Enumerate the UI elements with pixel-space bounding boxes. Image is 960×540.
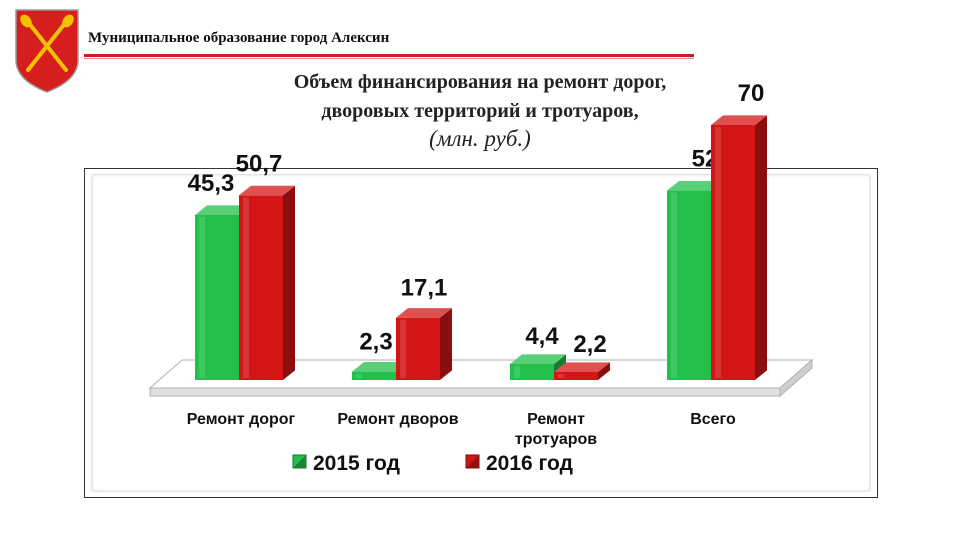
category-label: Ремонт дворов — [337, 411, 458, 428]
data-label: 2,3 — [359, 329, 392, 356]
bar-highlight — [356, 373, 362, 378]
bar-highlight — [558, 373, 564, 378]
title-line-2: дворовых территорий и тротуаров, — [321, 100, 639, 122]
bar-2016-2 — [396, 308, 452, 380]
data-label: 45,3 — [188, 170, 235, 197]
bar-highlight — [400, 319, 406, 378]
bar-highlight — [199, 216, 205, 378]
bar-2016-1 — [239, 185, 295, 380]
bar-front — [195, 214, 239, 380]
bar-front — [239, 195, 283, 380]
bar-front — [667, 190, 711, 380]
chart-area — [91, 174, 871, 492]
bar-side — [598, 362, 610, 380]
chart-floor-edge — [149, 387, 781, 397]
bar-side — [755, 115, 767, 381]
data-label: 17,1 — [401, 275, 448, 302]
chart-floor-side — [779, 358, 813, 398]
organization-name: Муниципальное образование город Алексин — [88, 30, 390, 46]
page-title: Объем финансирования на ремонт дорог, дв… — [180, 68, 780, 126]
bar-front — [396, 317, 440, 380]
data-label: 2,2 — [573, 331, 606, 358]
unit-label: (млн. руб.) — [429, 126, 531, 151]
data-label: 70 — [738, 80, 765, 107]
bar-top — [195, 205, 251, 215]
data-label: 50,7 — [236, 150, 283, 177]
bar-highlight — [243, 197, 249, 378]
category-label: Ремонт дорог — [187, 411, 296, 428]
bar-highlight — [514, 365, 520, 378]
category-label: тротуаров — [515, 431, 597, 448]
header-divider-thin — [84, 58, 694, 59]
bar-top — [352, 362, 408, 372]
category-label: Всего — [690, 411, 736, 428]
bar-top — [711, 115, 767, 125]
bar-highlight — [715, 127, 721, 378]
bar-2016-3 — [554, 362, 610, 380]
bar-side — [283, 185, 295, 380]
data-label: 4,4 — [525, 323, 559, 350]
bar-highlight — [671, 192, 677, 378]
category-label: Ремонт — [527, 411, 585, 428]
bar-front — [352, 371, 396, 380]
bar-side — [440, 308, 452, 380]
bar-top — [239, 185, 295, 196]
coat-of-arms-icon — [15, 9, 79, 93]
legend-label-2016: 2016 год — [486, 452, 573, 475]
bar-front — [554, 371, 598, 380]
header-divider — [84, 54, 694, 57]
legend-label-2015: 2015 год — [313, 452, 400, 475]
bar-top — [396, 308, 452, 318]
bar-front — [711, 125, 755, 380]
bar-top — [667, 180, 723, 191]
bar-front — [510, 363, 554, 380]
title-line-1: Объем финансирования на ремонт дорог, — [293, 71, 667, 93]
legend-swatch-shade — [466, 455, 479, 468]
bar-2016-4 — [711, 115, 767, 381]
legend-swatch-shade — [293, 455, 306, 468]
bar-top — [510, 354, 566, 364]
bar-top — [554, 362, 610, 372]
